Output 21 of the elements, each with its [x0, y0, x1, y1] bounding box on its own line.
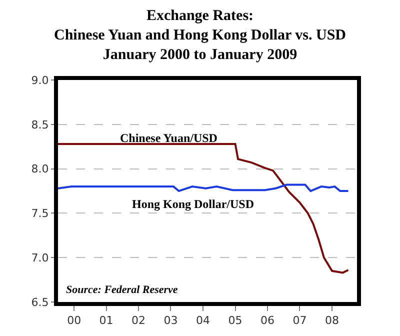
x-tick-label: 00 — [67, 314, 82, 328]
y-tick-label: 9.0 — [31, 74, 49, 87]
line-series — [58, 184, 350, 192]
series-label: Hong Kong Dollar/USD — [132, 197, 254, 211]
x-tick-label: 02 — [132, 314, 146, 328]
y-tick-label: 8.0 — [31, 162, 49, 176]
x-tick-label: 01 — [99, 314, 114, 328]
series-label: Chinese Yuan/USD — [120, 131, 218, 145]
y-tick-label: 7.5 — [31, 207, 49, 220]
annotation: Source: Federal Reserve — [66, 284, 178, 296]
chart-title: Exchange Rates: Chinese Yuan and Hong Kong Dollar vs. USD January 2000 to January 2009 — [54, 8, 346, 64]
line-series — [58, 142, 350, 274]
x-tick-label: 08 — [325, 314, 340, 328]
x-tick-label: 03 — [164, 314, 178, 328]
x-tick-label: 07 — [292, 314, 307, 328]
y-tick-label: 7.0 — [31, 251, 49, 264]
y-tick-label: 8.5 — [31, 118, 49, 132]
x-tick-label: 04 — [196, 314, 210, 328]
y-tick-label: 6.5 — [31, 296, 49, 309]
x-tick-label: 05 — [228, 314, 242, 328]
x-tick-label: 06 — [260, 314, 274, 328]
